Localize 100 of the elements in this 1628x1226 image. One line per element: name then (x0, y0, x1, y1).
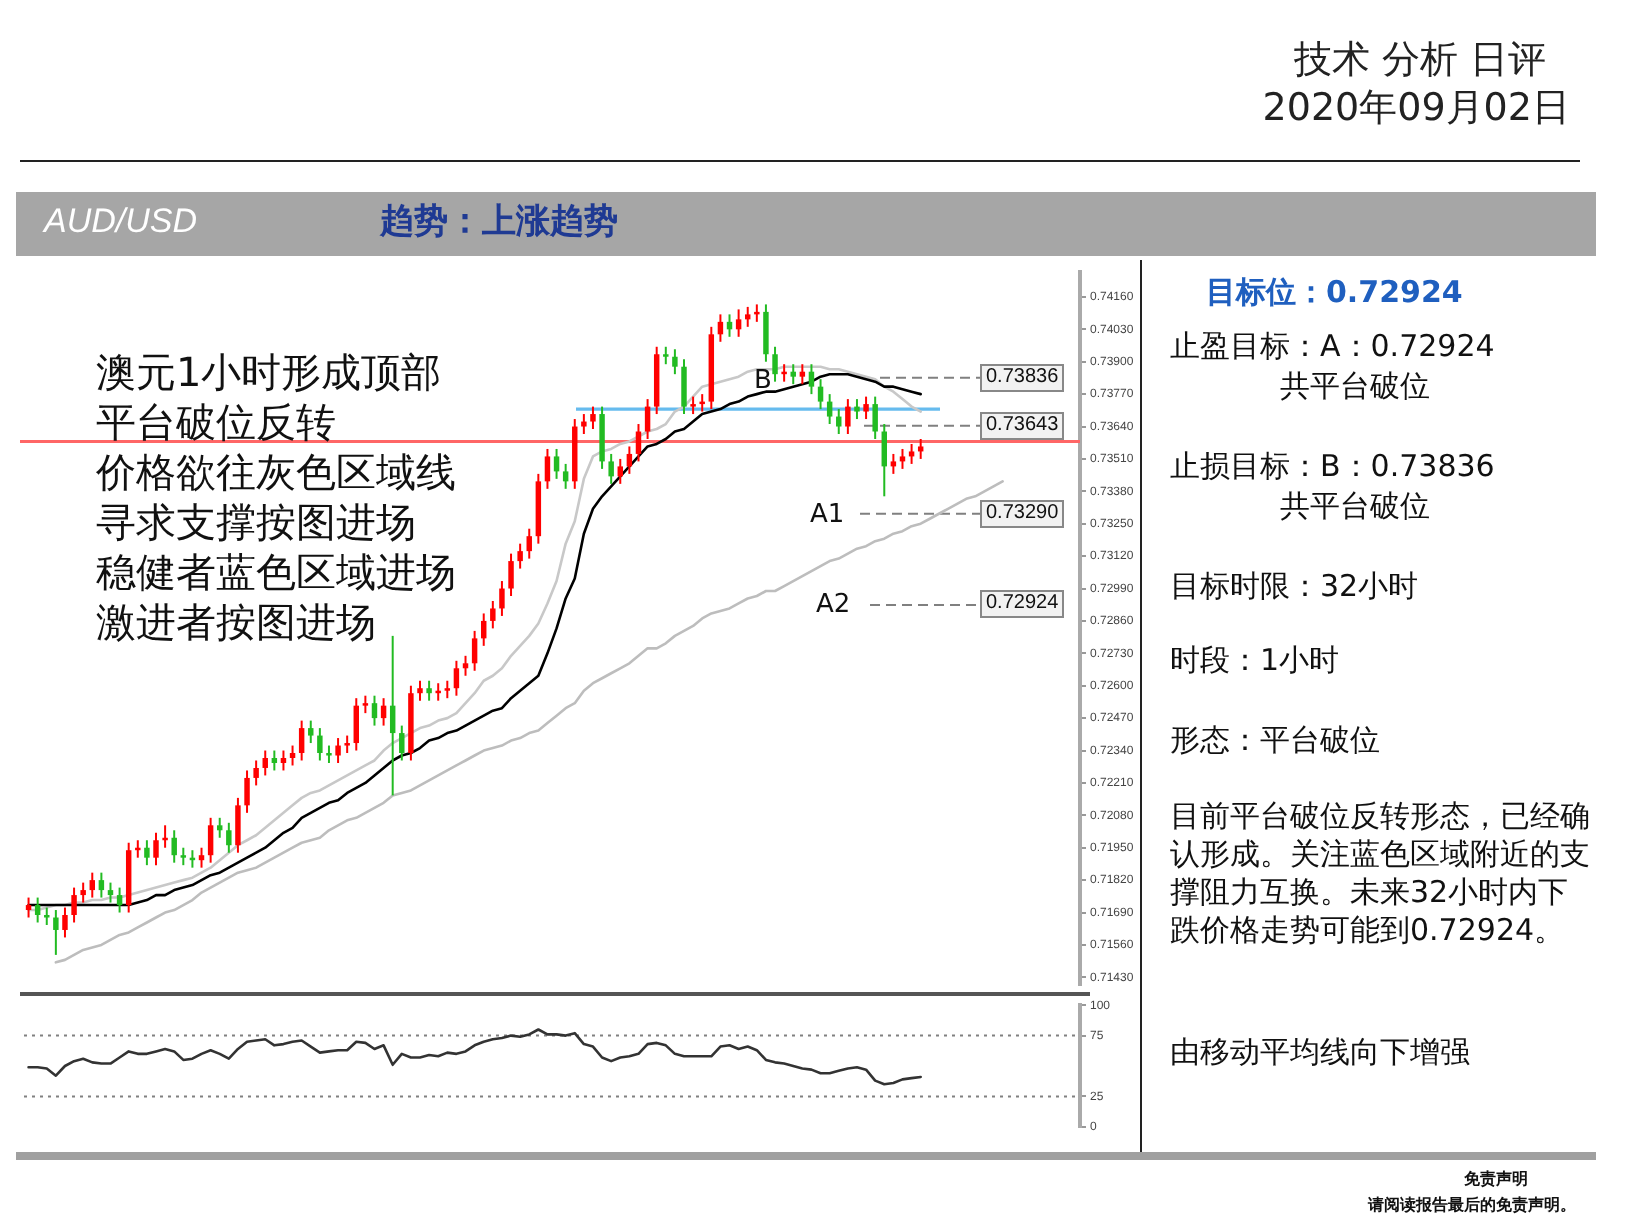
candlestick (417, 679, 423, 702)
text: 由移动平均线向下增强 (1170, 1034, 1470, 1070)
candlestick (426, 679, 432, 702)
candlestick (817, 378, 824, 411)
ref-line-label: 0.73290 (980, 499, 1065, 528)
candlestick (271, 749, 278, 772)
candlestick (672, 348, 678, 376)
candlestick (890, 452, 897, 475)
annotation: 寻求支撑按图进场 (96, 498, 416, 546)
ref-line-label: 0.73643 (980, 411, 1065, 440)
candlestick (144, 839, 150, 867)
annotation: 平台破位反转 (96, 398, 336, 446)
candlestick (244, 769, 250, 814)
candlestick (735, 308, 742, 338)
text: 2020年09月02日 (1262, 86, 1570, 132)
text: 目标位：0.72924 (1206, 274, 1463, 310)
text: 共平台破位 (1280, 368, 1430, 404)
chart-subtitle: 趋势：上涨趋势 (380, 202, 618, 243)
candlestick (207, 816, 214, 864)
candlestick (89, 871, 96, 899)
candlestick (298, 719, 305, 762)
candlestick (116, 886, 123, 914)
candlestick (289, 744, 296, 767)
candlestick (453, 659, 460, 697)
annotation: 澳元1小时形成顶部 (96, 348, 442, 396)
candlestick (353, 697, 360, 752)
candlestick (799, 363, 806, 386)
annotation: A1 (810, 500, 845, 532)
candlestick (25, 896, 32, 919)
text: 目标时限：32小时 (1170, 568, 1419, 604)
candlestick (872, 395, 878, 440)
candlestick (790, 363, 796, 386)
candlestick (399, 724, 405, 762)
candlestick (226, 821, 232, 854)
candlestick (644, 398, 651, 440)
candlestick (280, 749, 287, 772)
candlestick (599, 405, 605, 470)
candlestick (80, 881, 86, 904)
candlestick (863, 395, 869, 421)
candlestick (262, 749, 268, 777)
ref-line-label: 0.73836 (980, 363, 1065, 392)
candlestick (590, 405, 596, 431)
candlestick (899, 447, 906, 470)
candlestick (235, 796, 241, 854)
candlestick (744, 305, 751, 328)
text: 共平台破位 (1280, 488, 1430, 524)
candlestick (681, 358, 687, 416)
ref-line-label: 0.72924 (980, 590, 1065, 619)
annotation: B (754, 366, 772, 398)
candlestick (171, 829, 177, 864)
candlestick (53, 909, 59, 956)
candlestick (389, 634, 396, 797)
candlestick (562, 462, 569, 490)
candlestick (490, 599, 496, 630)
text: 目前平台破位反转形态，已经确认形成。关注蓝色区域附近的支撑阻力互换。未来32小时内下跌价格走势可能到0.72924。 (1170, 798, 1592, 950)
chart-title: AUD/USD (44, 202, 198, 243)
text: 形态：平台破位 (1170, 722, 1380, 758)
candlestick (308, 719, 314, 745)
candlestick (153, 831, 159, 867)
candlestick (553, 447, 560, 480)
candlestick (763, 303, 769, 363)
text: 免责声明 (1464, 1170, 1528, 1190)
candlestick (526, 527, 532, 560)
annotation: 激进者按图进场 (96, 598, 376, 646)
candlestick (62, 906, 68, 939)
candlestick (499, 580, 505, 617)
candlestick (508, 552, 514, 597)
candlestick (216, 816, 223, 839)
candlestick (71, 886, 77, 924)
candlestick (617, 457, 624, 485)
candlestick (544, 447, 551, 490)
text: 止盈目标：A：0.72924 (1170, 328, 1495, 364)
candlestick (371, 694, 378, 727)
candlestick (34, 896, 41, 924)
candlestick (772, 345, 778, 383)
candlestick (808, 363, 815, 396)
candlestick (608, 452, 614, 485)
candlestick (98, 871, 105, 899)
candlestick (335, 737, 341, 764)
candlestick (826, 393, 833, 426)
candlestick (845, 398, 851, 435)
candlestick (253, 759, 259, 787)
annotation: 稳健者蓝色区域进场 (96, 548, 456, 596)
candlestick (581, 413, 587, 435)
candlestick (854, 398, 860, 421)
candlestick (908, 442, 915, 465)
text: 技术 分析 日评 (1293, 38, 1546, 84)
text: 请阅读报告最后的免责声明。 (1368, 1196, 1576, 1216)
candlestick (471, 629, 478, 672)
text: 时段：1小时 (1170, 642, 1340, 678)
candlestick (107, 881, 114, 904)
candlestick (836, 408, 842, 435)
candlestick (517, 542, 523, 570)
candlestick (317, 727, 323, 762)
candlestick (462, 654, 469, 677)
candlestick (198, 846, 205, 869)
annotation: 价格欲往灰色区域线 (96, 448, 456, 496)
candlestick (917, 437, 924, 460)
annotation: A2 (816, 590, 851, 622)
text: 止损目标：B：0.73836 (1170, 448, 1495, 484)
